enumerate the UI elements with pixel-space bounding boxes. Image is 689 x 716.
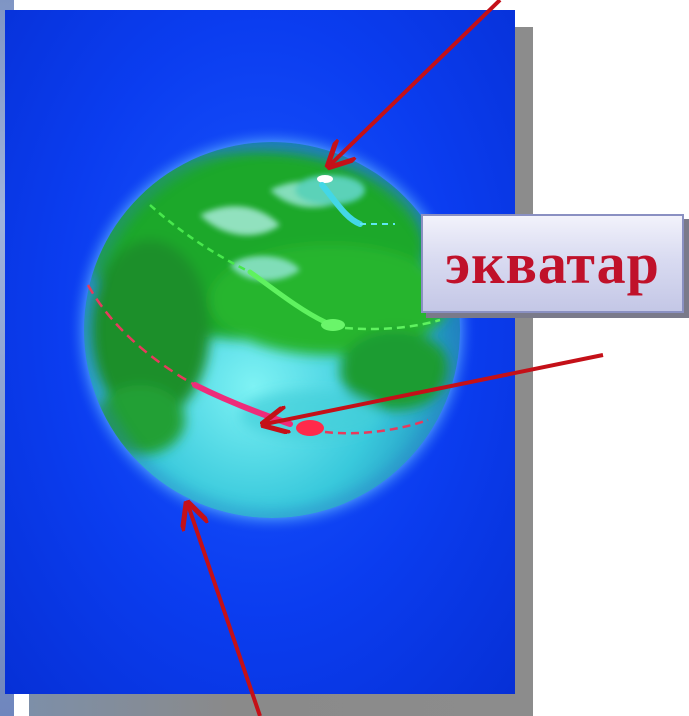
equator-line-dashed [86,284,196,387]
arctic-circle-line [319,182,363,227]
equator-label: экватар [445,230,660,296]
equator-label-box: экватар [421,214,684,313]
tropic-line-solid [247,269,328,325]
arrow-south-pole-icon [188,505,262,716]
north-pole-dot [317,175,333,183]
arrow-north-pole-icon [330,0,502,165]
arrow-equator-icon [265,353,604,424]
tropic-line-upper [149,204,251,274]
globe-icon [84,142,460,518]
